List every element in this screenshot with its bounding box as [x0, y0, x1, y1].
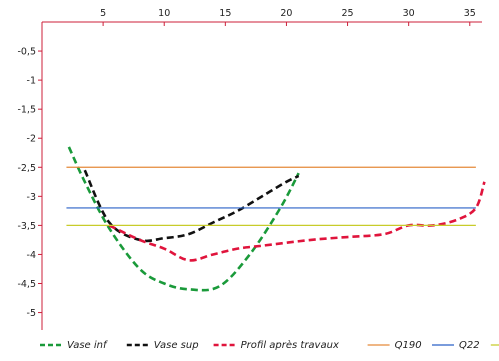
y-tick-label: -0,5 — [17, 47, 36, 58]
legend-item-q22: Q22 — [432, 340, 480, 351]
x-tick-label: 25 — [342, 8, 354, 19]
series-line-vase-sup — [83, 169, 300, 243]
legend-label: Vase inf — [67, 340, 108, 351]
legend-label: Vase sup — [154, 340, 199, 351]
legend: Vase inf Vase sup Profil après travaux Q190… — [40, 339, 499, 351]
series-line-profil-apres-travaux — [108, 181, 486, 262]
x-tick-label: 5 — [100, 8, 106, 19]
y-tick-label: -5 — [27, 308, 36, 319]
legend-label: Profil après travaux — [241, 339, 339, 351]
x-tick-label: 10 — [158, 8, 170, 19]
axis-layer: 5 10 15 20 25 30 35 -0,5 -1 -1,5 -2 -2,5 -3 -3,5 -4 -4,… — [17, 8, 482, 330]
y-tick-label: -1 — [27, 76, 36, 87]
y-tick-label: -3,5 — [17, 221, 36, 232]
y-tick-label: -4 — [27, 250, 36, 261]
series-layer — [66, 146, 486, 292]
y-tick-label: -2 — [27, 134, 36, 145]
legend-item-vase-inf: Vase inf — [40, 340, 108, 351]
legend-item-profil-apres-travaux: Profil après travaux — [213, 339, 339, 351]
legend-label: Q22 — [459, 340, 480, 351]
y-tick-label: -3 — [27, 192, 36, 203]
series-line-vase-inf — [67, 146, 300, 292]
x-tick-label: 15 — [219, 8, 231, 19]
y-tick-label: -4,5 — [17, 279, 36, 290]
x-tick-label: 20 — [280, 8, 292, 19]
x-tick-label: 30 — [403, 8, 415, 19]
x-tick-label: 35 — [464, 8, 476, 19]
legend-item-q60: Q60 — [490, 344, 499, 346]
legend-item-q190: Q190 — [367, 340, 422, 351]
legend-item-vase-sup: Vase sup — [126, 340, 199, 351]
y-tick-label: -2,5 — [17, 163, 36, 174]
y-tick-label: -1,5 — [17, 105, 36, 116]
legend-label: Q190 — [395, 340, 422, 351]
